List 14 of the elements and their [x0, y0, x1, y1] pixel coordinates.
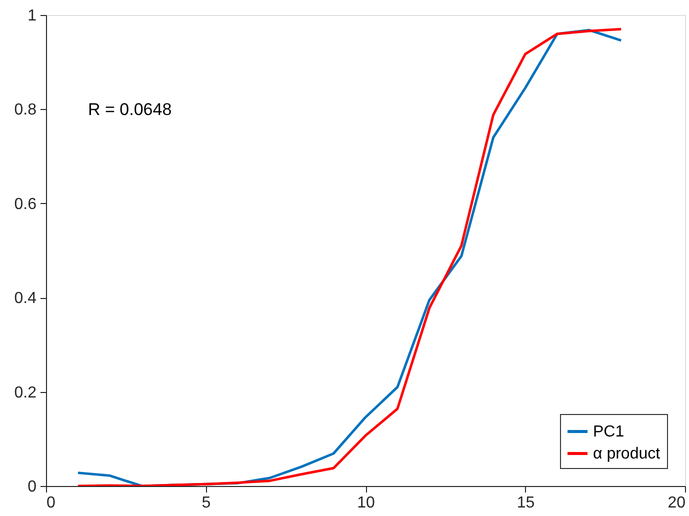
y-tick-label: 1	[28, 8, 37, 24]
y-tick-label: 0	[28, 478, 37, 496]
x-tick-label: 10	[357, 494, 375, 512]
y-tick-label: 0.8	[14, 102, 37, 119]
annotation: R = 0.0648	[88, 100, 172, 119]
y-tick-label: 0.6	[14, 196, 37, 213]
x-tick-label: 5	[202, 494, 211, 512]
x-tick-label: 15	[516, 494, 535, 512]
x-tick-label: 20	[668, 494, 686, 512]
legend-label: PC1	[593, 424, 624, 440]
y-tick-label: 0.4	[14, 290, 37, 308]
y-tick-label: 0.2	[14, 384, 37, 402]
x-tick-label: 0	[46, 494, 56, 512]
legend-label: α product	[593, 446, 661, 462]
